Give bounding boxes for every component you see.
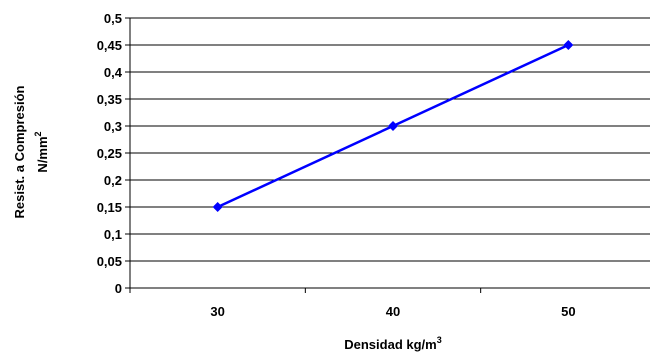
y-axis-title-sup: 2	[33, 131, 43, 136]
y-tick-label: 0,3	[104, 119, 122, 134]
data-point-marker	[212, 202, 223, 212]
axes	[125, 17, 650, 293]
y-tick-label: 0,45	[97, 38, 122, 53]
data-point-marker	[563, 40, 574, 50]
y-tick-label: 0,4	[104, 65, 123, 80]
y-axis-title-line2-text: N/mm	[35, 136, 50, 172]
y-tick-label: 0,1	[104, 227, 122, 242]
y-axis-title-line1: Resist. a Compresión	[12, 85, 27, 218]
x-axis-title: Densidad kg/m3	[344, 335, 441, 352]
x-axis-title-text: Densidad kg/m	[344, 337, 436, 352]
x-tick-label: 40	[386, 304, 400, 319]
x-tick-label: 50	[561, 304, 575, 319]
x-axis-title-sup: 3	[437, 335, 442, 345]
y-tick-label: 0,15	[97, 200, 122, 215]
y-axis-title: Resist. a Compresión N/mm2	[12, 85, 50, 218]
series-layer	[212, 40, 574, 212]
y-tick-label: 0,25	[97, 146, 122, 161]
y-tick-labels: 0 0,05 0,1 0,15 0,2 0,25 0,3 0,35 0,4 0,45 0,5	[97, 11, 123, 296]
y-tick-label: 0	[115, 281, 122, 296]
y-tick-label: 0,2	[104, 173, 122, 188]
y-axis-title-line2: N/mm2	[33, 131, 50, 172]
data-point-marker	[388, 121, 398, 131]
x-tick-label: 30	[210, 304, 224, 319]
gridlines	[130, 17, 650, 262]
y-tick-label: 0,5	[104, 11, 122, 26]
y-tick-label: 0,35	[97, 92, 122, 107]
x-tick-labels: 30 40 50	[210, 304, 575, 319]
y-tick-label: 0,05	[97, 254, 122, 269]
